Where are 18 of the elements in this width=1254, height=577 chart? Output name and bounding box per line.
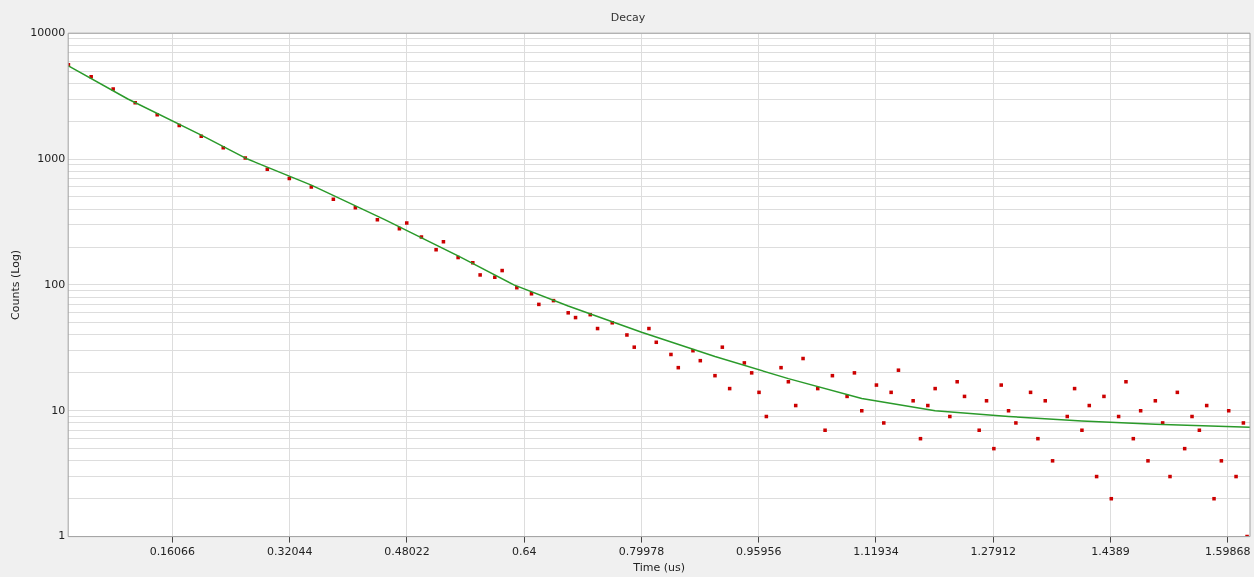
x-tick-label: 0.32044 (266, 545, 313, 559)
x-tick-label: 1.59868 (1205, 545, 1251, 559)
y-axis-title: Counts (Log) (9, 249, 23, 320)
y-tick-label: 100 (44, 277, 66, 291)
x-tick-label: 1.27912 (970, 545, 1016, 559)
x-tick-label: 0.16066 (149, 545, 196, 559)
y-tick-label: 10000 (30, 26, 66, 40)
x-axis-title: Time (us) (632, 561, 685, 575)
y-tick-label: 1000 (37, 151, 66, 165)
x-tick-label: 0.79978 (618, 545, 665, 559)
y-tick-label: 1 (58, 529, 66, 543)
x-tick-label: 1.4389 (1091, 545, 1130, 559)
x-tick-label: 1.11934 (853, 545, 899, 559)
chart-title: Decay (610, 11, 646, 25)
x-tick-label: 0.95956 (735, 545, 782, 559)
x-tick-label: 0.64 (511, 545, 537, 559)
x-tick-label: 0.48022 (384, 545, 430, 559)
y-tick-label: 10 (51, 403, 66, 417)
